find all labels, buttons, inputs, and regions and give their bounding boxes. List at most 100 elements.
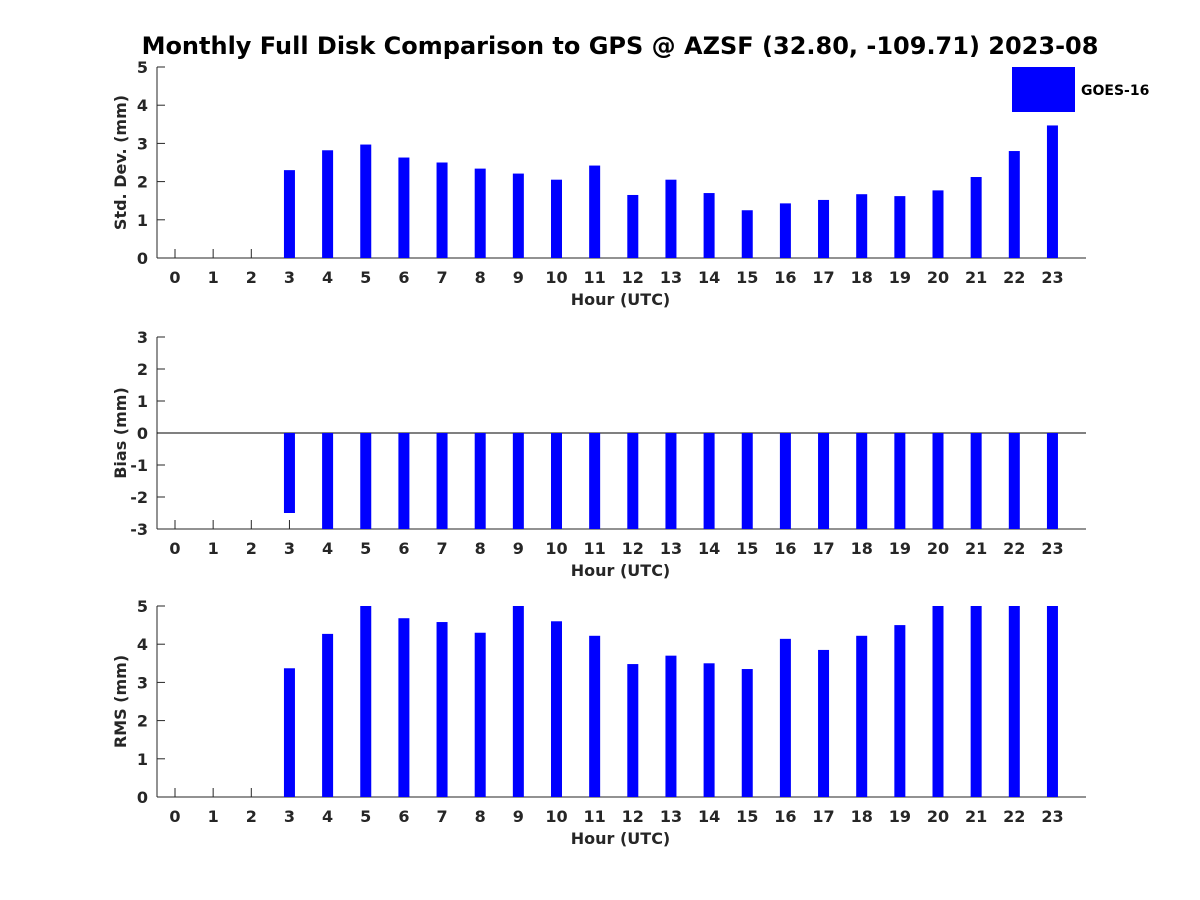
x-tick-label: 20	[927, 268, 949, 287]
bar-hour-18	[856, 635, 868, 797]
y-tick-label: 5	[137, 597, 148, 616]
x-tick-label: 22	[1003, 268, 1025, 287]
x-tick-label: 6	[398, 268, 409, 287]
bar-hour-23	[1046, 125, 1058, 258]
x-tick-label: 5	[360, 268, 371, 287]
bar-hour-16	[779, 433, 791, 529]
legend-label-goes-16: GOES-16	[1081, 83, 1149, 99]
bar-hour-4	[322, 433, 334, 529]
bar-hour-13	[665, 179, 677, 258]
y-tick-label: -2	[130, 488, 148, 507]
y-tick-label: 2	[137, 360, 148, 379]
bar-hour-6	[398, 618, 410, 797]
x-tick-label: 1	[208, 807, 219, 826]
bar-hour-17	[818, 433, 830, 529]
y-tick-label: -3	[130, 520, 148, 539]
y-tick-label: 4	[137, 635, 148, 654]
y-tick-label: 4	[137, 96, 148, 115]
x-tick-label: 22	[1003, 539, 1025, 558]
bar-hour-9	[512, 433, 524, 529]
bar-hour-16	[779, 203, 791, 258]
bar-hour-4	[322, 633, 334, 797]
x-tick-label: 9	[513, 268, 524, 287]
bar-hour-9	[512, 606, 524, 797]
bar-hour-22	[1008, 606, 1020, 797]
bar-hour-4	[322, 150, 334, 258]
x-tick-label: 14	[698, 807, 720, 826]
bar-hour-12	[627, 194, 639, 258]
bar-hour-9	[512, 173, 524, 258]
bar-hour-3	[283, 668, 295, 797]
bar-hour-20	[932, 433, 944, 529]
y-tick-label: 0	[137, 249, 148, 268]
bar-hour-15	[741, 669, 753, 797]
x-tick-label: 23	[1041, 807, 1063, 826]
x-tick-label: 8	[475, 539, 486, 558]
x-tick-label: 20	[927, 807, 949, 826]
bar-hour-16	[779, 638, 791, 797]
x-tick-label: 4	[322, 268, 333, 287]
x-tick-label: 12	[622, 807, 644, 826]
bar-hour-18	[856, 194, 868, 258]
x-tick-label: 1	[208, 539, 219, 558]
x-tick-label: 21	[965, 539, 987, 558]
x-tick-label: 23	[1041, 268, 1063, 287]
x-tick-label: 2	[246, 807, 257, 826]
x-tick-label: 18	[851, 539, 873, 558]
bar-hour-17	[818, 649, 830, 797]
x-tick-label: 13	[660, 539, 682, 558]
y-axis-label: Bias (mm)	[111, 387, 130, 479]
bar-hour-11	[589, 165, 601, 258]
x-axis-label: Hour (UTC)	[571, 290, 671, 309]
x-tick-label: 8	[475, 268, 486, 287]
x-tick-label: 17	[812, 539, 834, 558]
x-tick-label: 21	[965, 807, 987, 826]
bar-hour-17	[818, 199, 830, 258]
bar-hour-11	[589, 433, 601, 529]
y-tick-label: 1	[137, 392, 148, 411]
x-tick-label: 10	[545, 268, 567, 287]
x-tick-label: 17	[812, 807, 834, 826]
x-axis-label: Hour (UTC)	[571, 829, 671, 848]
y-tick-label: 5	[137, 58, 148, 77]
bar-hour-22	[1008, 151, 1020, 258]
bar-hour-7	[436, 622, 448, 797]
x-tick-label: 3	[284, 807, 295, 826]
x-tick-label: 20	[927, 539, 949, 558]
x-tick-label: 19	[889, 807, 911, 826]
bar-hour-19	[894, 433, 906, 529]
x-tick-label: 21	[965, 268, 987, 287]
x-tick-label: 10	[545, 807, 567, 826]
x-tick-label: 16	[774, 807, 796, 826]
x-tick-label: 15	[736, 807, 758, 826]
x-tick-label: 12	[622, 539, 644, 558]
bar-hour-6	[398, 433, 410, 529]
x-tick-label: 18	[851, 268, 873, 287]
y-tick-label: -1	[130, 456, 148, 475]
bar-hour-8	[474, 632, 486, 797]
bar-hour-14	[703, 433, 715, 529]
y-tick-label: 2	[137, 712, 148, 731]
x-tick-label: 19	[889, 268, 911, 287]
bar-hour-8	[474, 168, 486, 258]
bar-hour-18	[856, 433, 868, 529]
x-tick-label: 2	[246, 539, 257, 558]
x-tick-label: 11	[584, 268, 606, 287]
bar-hour-14	[703, 193, 715, 258]
bar-hour-15	[741, 433, 753, 529]
x-tick-label: 3	[284, 539, 295, 558]
bar-hour-11	[589, 635, 601, 797]
bar-hour-14	[703, 663, 715, 797]
x-tick-label: 7	[436, 539, 447, 558]
bar-hour-21	[970, 433, 982, 529]
y-tick-label: 2	[137, 173, 148, 192]
bar-hour-7	[436, 433, 448, 529]
x-tick-label: 14	[698, 539, 720, 558]
bar-hour-7	[436, 162, 448, 258]
y-tick-label: 3	[137, 328, 148, 347]
y-tick-label: 3	[137, 673, 148, 692]
x-tick-label: 0	[169, 807, 180, 826]
